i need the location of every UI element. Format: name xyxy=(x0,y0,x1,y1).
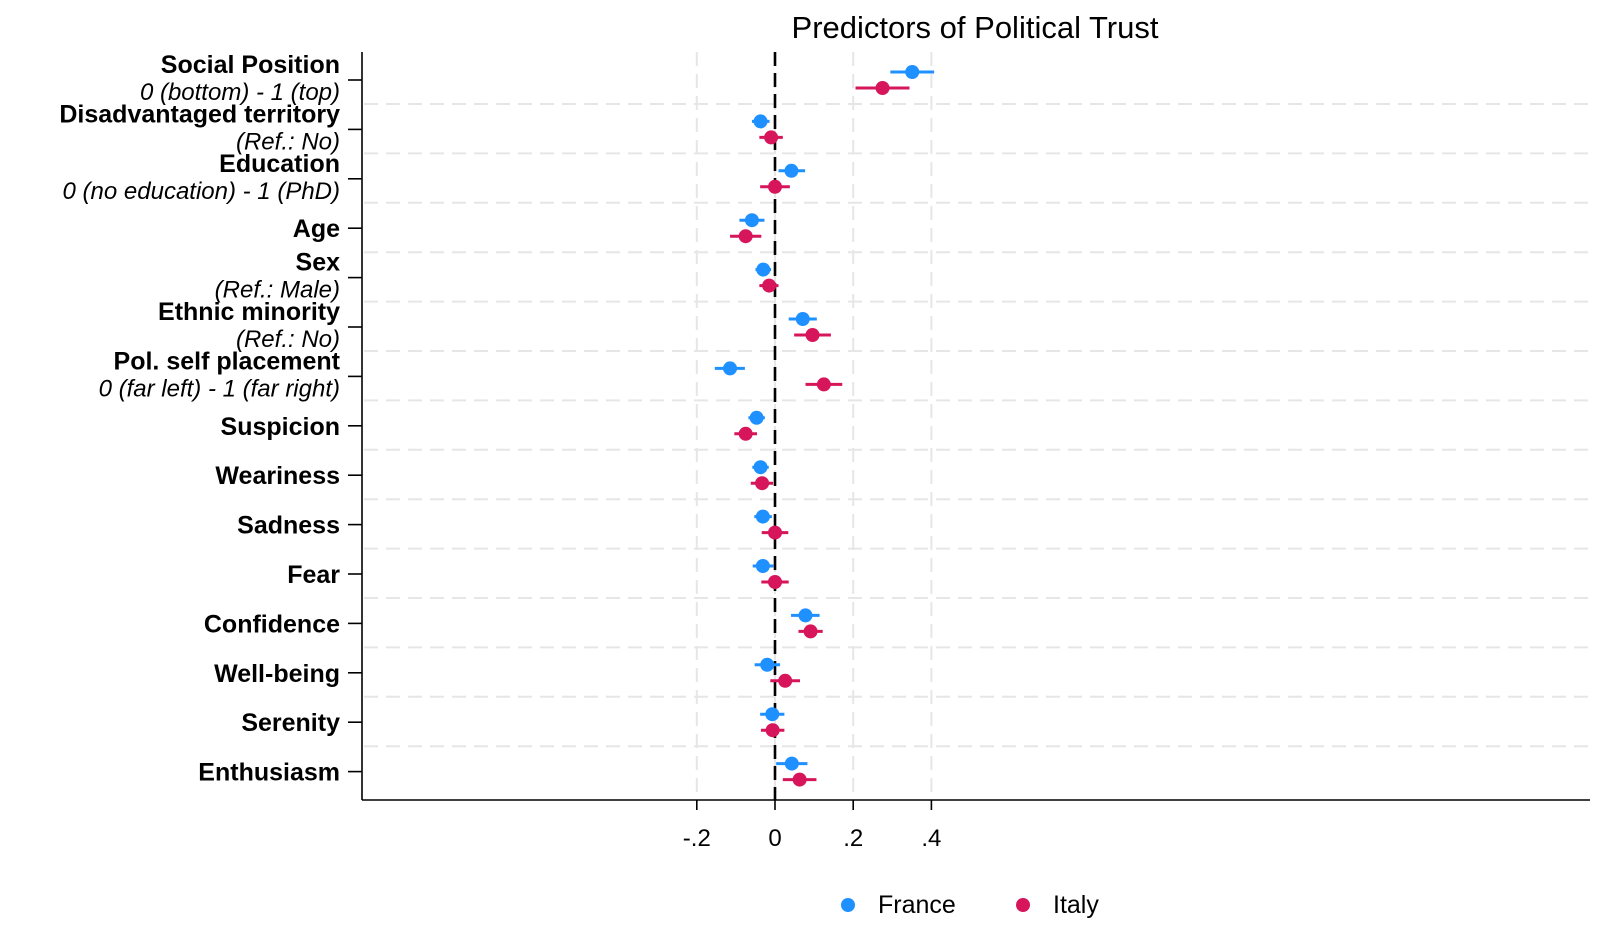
point-france xyxy=(905,65,920,79)
legend-label-france: France xyxy=(878,891,956,919)
point-italy xyxy=(738,229,753,244)
point-france xyxy=(765,707,780,722)
category-label: Enthusiasm xyxy=(198,759,340,787)
axes: -.2 0 .2 .4 xyxy=(348,52,1590,852)
category-label: Fear xyxy=(287,561,340,589)
point-italy xyxy=(778,673,793,688)
category-label: Sadness xyxy=(237,512,340,540)
category-label: Pol. self placement xyxy=(114,347,341,375)
point-france xyxy=(753,114,768,129)
point-france xyxy=(755,559,770,573)
point-italy xyxy=(768,525,782,540)
category-label: Social Position xyxy=(161,51,340,79)
point-france xyxy=(784,163,799,178)
category-label: Confidence xyxy=(204,610,340,638)
category-sublabel: 0 (bottom) - 1 (top) xyxy=(140,79,340,106)
legend-marker-italy xyxy=(1016,898,1030,912)
category-label: Weariness xyxy=(215,462,340,490)
point-italy xyxy=(875,81,890,95)
point-italy xyxy=(792,772,807,787)
estimate-marks xyxy=(714,65,935,787)
point-italy xyxy=(765,723,780,738)
category-sublabel: (Ref.: Male) xyxy=(215,277,340,304)
x-tick-label: .2 xyxy=(843,825,863,852)
point-italy xyxy=(738,426,753,441)
x-tick-label: 0 xyxy=(768,825,781,852)
gridlines xyxy=(364,52,1590,800)
category-sublabel: 0 (no education) - 1 (PhD) xyxy=(63,178,340,205)
point-italy xyxy=(803,624,818,639)
category-label: Disadvantaged territory xyxy=(59,100,340,128)
legend: France Italy xyxy=(841,891,1099,919)
point-italy xyxy=(768,575,782,589)
point-italy xyxy=(805,328,820,342)
category-label: Age xyxy=(293,215,340,243)
x-tick-label: -.2 xyxy=(683,825,711,852)
point-italy xyxy=(768,179,782,194)
point-france xyxy=(744,213,759,228)
point-italy xyxy=(816,377,831,392)
legend-marker-france xyxy=(841,898,855,912)
category-label: Well-being xyxy=(214,660,340,688)
point-italy xyxy=(762,278,777,293)
category-sublabel: (Ref.: No) xyxy=(236,326,340,353)
point-france xyxy=(755,509,770,524)
point-france xyxy=(795,312,810,326)
point-italy xyxy=(755,476,770,491)
category-sublabel: (Ref.: No) xyxy=(236,128,340,155)
category-label: Suspicion xyxy=(221,413,340,441)
category-sublabel: 0 (far left) - 1 (far right) xyxy=(99,375,340,402)
category-label: Ethnic minority xyxy=(158,298,340,326)
point-france xyxy=(784,756,799,771)
legend-label-italy: Italy xyxy=(1053,891,1099,919)
category-label: Serenity xyxy=(241,709,340,737)
point-france xyxy=(749,410,764,425)
category-label: Sex xyxy=(296,249,341,277)
point-italy xyxy=(764,130,779,145)
point-france xyxy=(756,262,771,277)
x-tick-label: .4 xyxy=(921,825,941,852)
point-france xyxy=(760,657,775,672)
point-france xyxy=(753,460,768,475)
category-label: Education xyxy=(219,150,340,178)
point-france xyxy=(723,361,738,376)
point-france xyxy=(798,608,813,623)
chart-title: Predictors of Political Trust xyxy=(792,10,1159,45)
